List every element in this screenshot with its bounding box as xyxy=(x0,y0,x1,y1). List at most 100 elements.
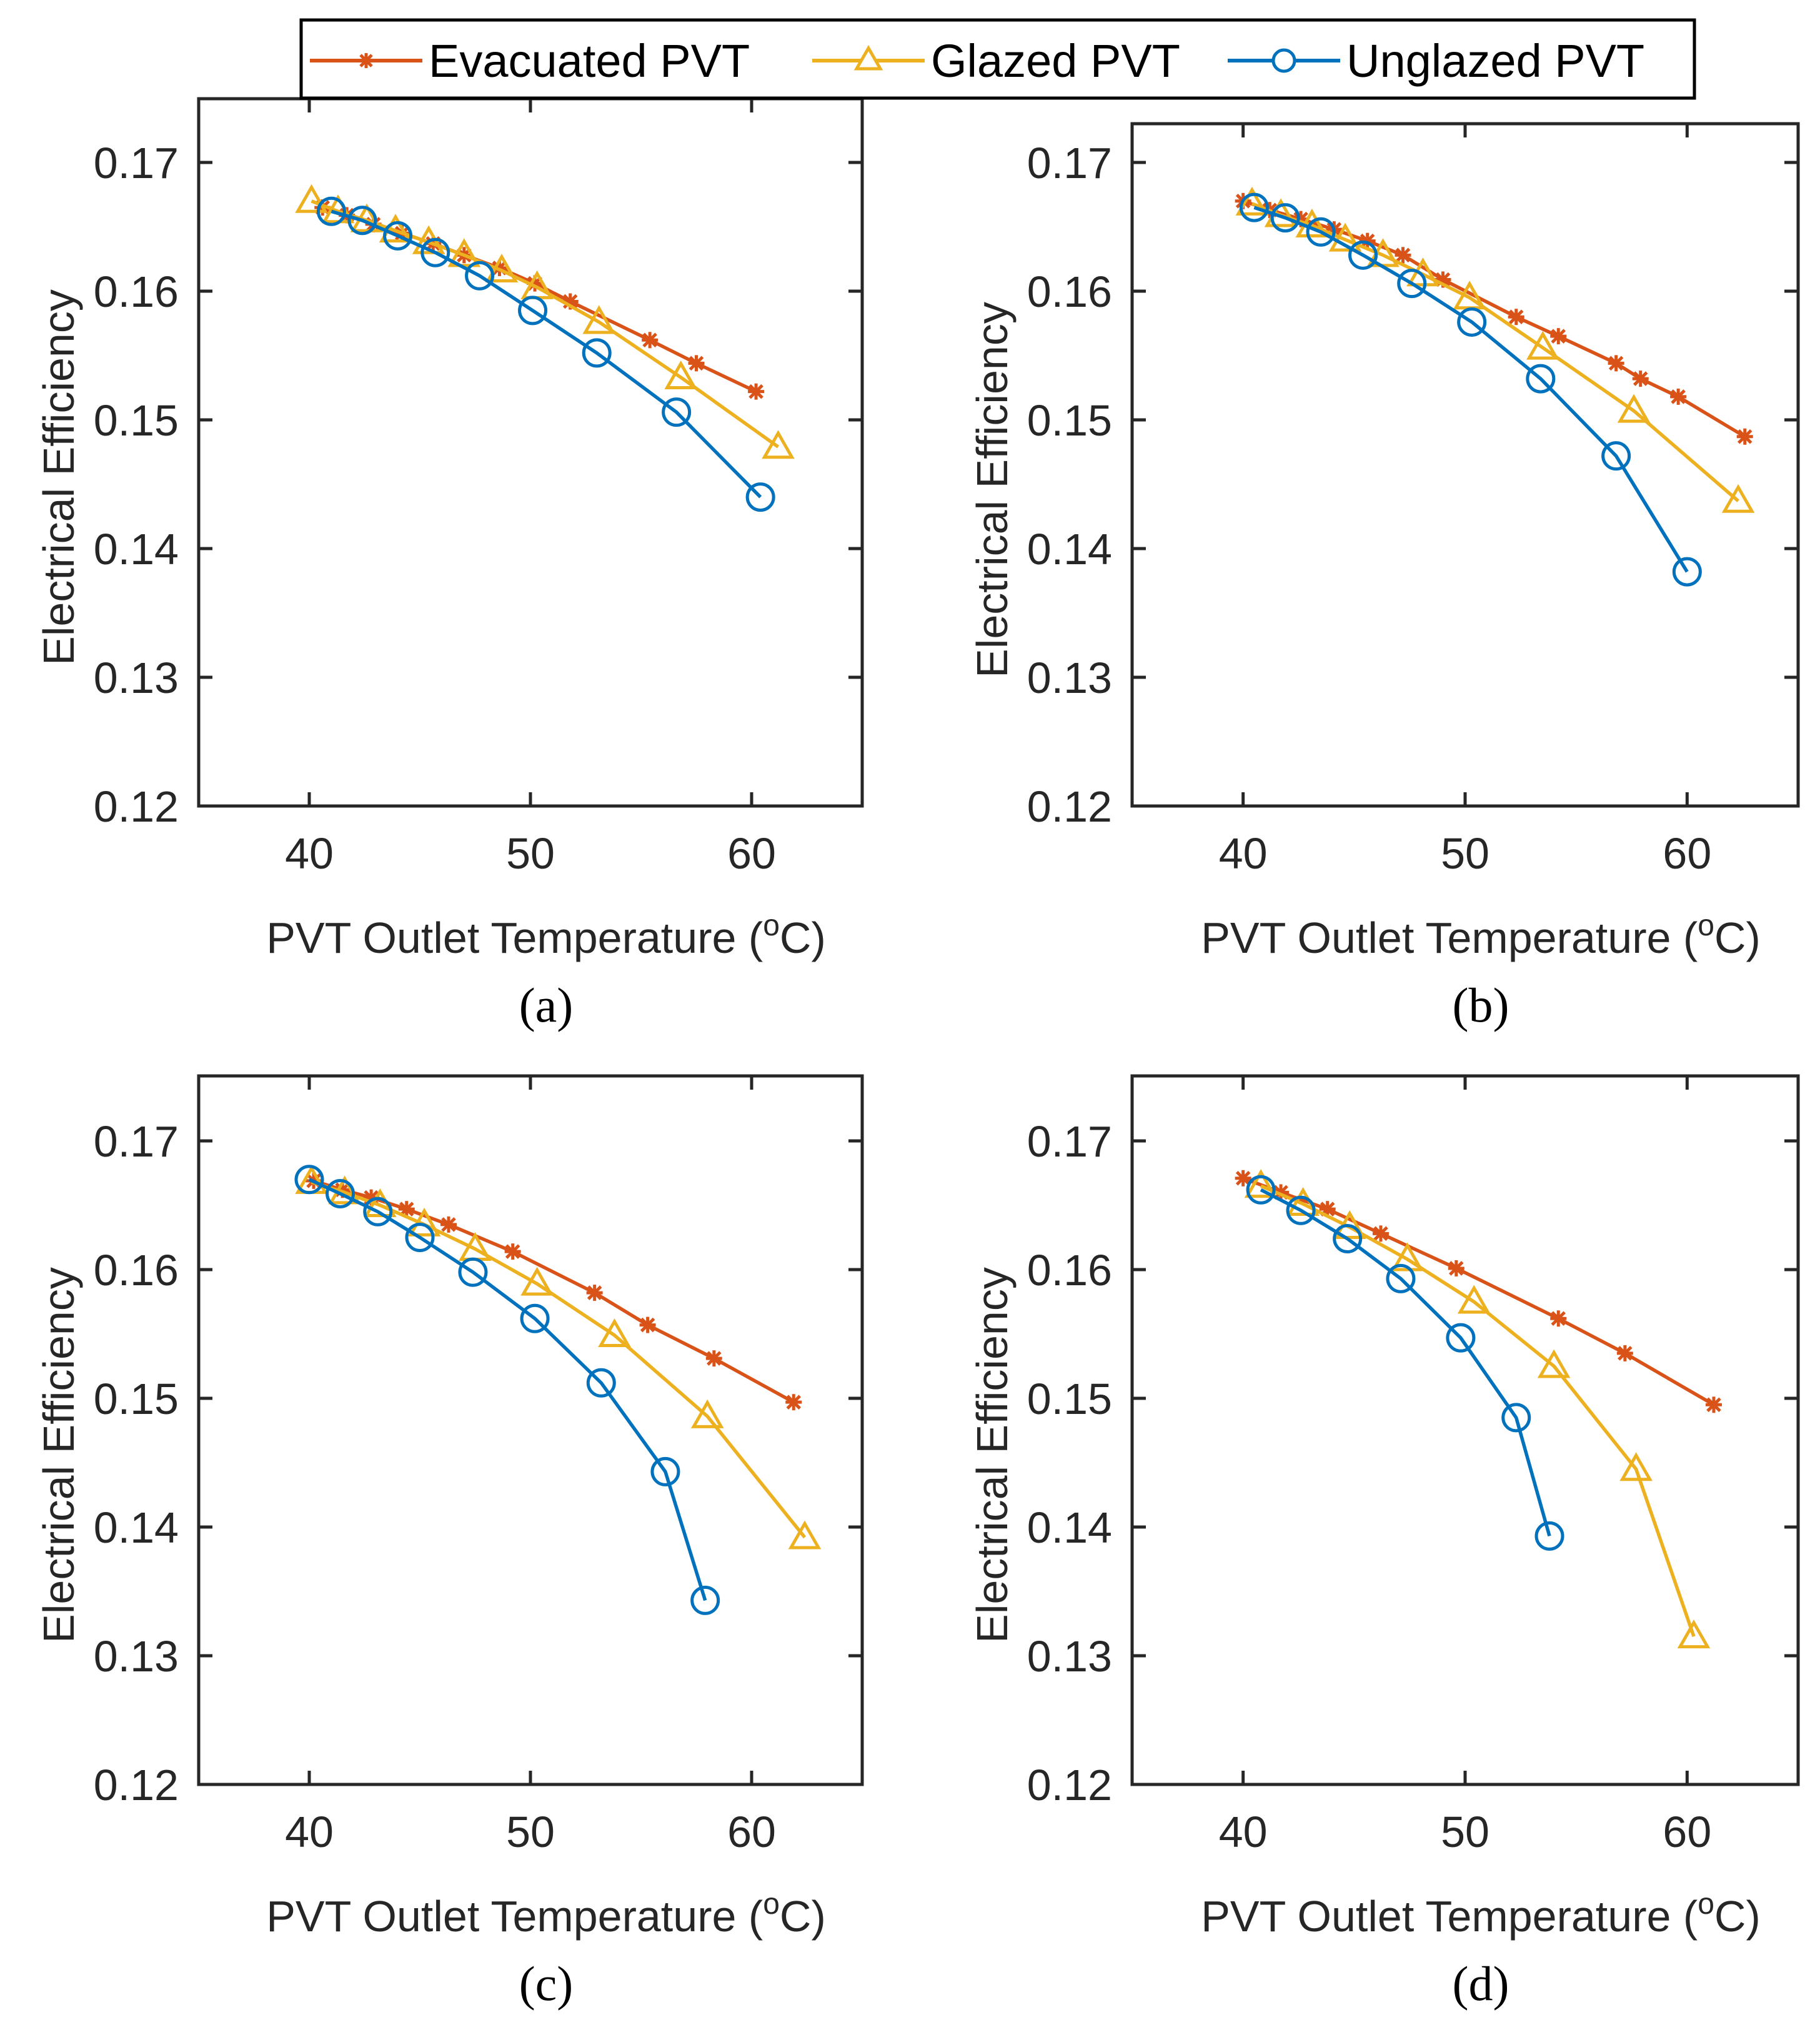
x-axis-label-text: PVT Outlet Temperature xyxy=(266,1892,736,1941)
data-point-stroke xyxy=(1608,356,1624,371)
legend-item-unglazed: Unglazed PVT xyxy=(1228,35,1644,87)
data-point xyxy=(1348,240,1378,270)
data-point-stroke xyxy=(587,1285,602,1300)
x-axis-unit-suffix: C) xyxy=(1714,1892,1761,1941)
data-point xyxy=(662,397,692,427)
data-point xyxy=(664,360,698,390)
y-tick-label: 0.13 xyxy=(1027,1632,1112,1681)
data-point xyxy=(447,238,481,267)
x-axis-unit-sup: o xyxy=(763,1888,780,1921)
x-axis-label-text: PVT Outlet Temperature xyxy=(1201,913,1671,962)
x-axis-label: PVT Outlet Temperature (oC) xyxy=(266,1888,826,1941)
series-line xyxy=(331,209,762,499)
x-axis-unit-prefix: ( xyxy=(748,913,763,962)
y-tick-label: 0.16 xyxy=(1027,1246,1112,1295)
data-point xyxy=(1508,309,1524,326)
series-line xyxy=(1242,1177,1715,1406)
y-tick-label: 0.12 xyxy=(1027,782,1112,831)
x-tick-label: 40 xyxy=(285,829,334,878)
data-point xyxy=(639,1316,656,1333)
data-point-stroke xyxy=(1737,429,1753,444)
data-point xyxy=(1501,1403,1531,1433)
y-axis-label: Electrical Efficiency xyxy=(968,1267,1017,1643)
x-axis-label: PVT Outlet Temperature (oC) xyxy=(1201,1888,1761,1941)
data-point xyxy=(582,305,616,334)
x-axis-unit-prefix: ( xyxy=(748,1892,763,1941)
data-point xyxy=(1672,557,1702,587)
data-point-stroke xyxy=(1633,371,1648,386)
data-point xyxy=(1526,331,1559,360)
y-axis-label: Electrical Efficiency xyxy=(34,1267,83,1643)
data-point xyxy=(295,184,328,213)
data-point-stroke xyxy=(1449,1261,1464,1276)
data-point-stroke xyxy=(1508,309,1524,324)
data-point xyxy=(586,1368,616,1398)
data-point xyxy=(785,1394,802,1411)
data-point-stroke xyxy=(1373,1226,1388,1241)
data-point xyxy=(405,1223,435,1252)
y-tick-label: 0.15 xyxy=(1027,396,1112,445)
y-tick-label: 0.12 xyxy=(94,1761,179,1809)
series-evacuated-pvt xyxy=(1235,192,1753,445)
y-tick-label: 0.15 xyxy=(94,396,179,445)
x-tick-label: 40 xyxy=(1219,829,1268,878)
data-point xyxy=(1333,1224,1363,1254)
x-axis-unit-suffix: C) xyxy=(780,1892,826,1941)
legend: Evacuated PVT Glazed PVT Unglazed PVT xyxy=(299,18,1696,100)
data-point xyxy=(1677,1620,1711,1649)
data-point xyxy=(586,1285,603,1301)
y-tick-label: 0.16 xyxy=(94,1246,179,1295)
legend-label-glazed: Glazed PVT xyxy=(931,35,1180,87)
legend-label-evacuated: Evacuated PVT xyxy=(429,35,750,87)
data-point xyxy=(440,1216,457,1233)
y-tick-label: 0.13 xyxy=(94,654,179,702)
panel-caption: (d) xyxy=(1453,1956,1509,2011)
data-point xyxy=(1328,222,1362,252)
x-tick-label: 50 xyxy=(1441,1808,1489,1856)
y-tick-label: 0.17 xyxy=(94,1117,179,1166)
series-line xyxy=(1251,202,1739,502)
panel-caption: (a) xyxy=(519,978,574,1032)
y-tick-label: 0.14 xyxy=(94,525,179,574)
data-point xyxy=(642,332,659,349)
x-axis-unit-sup: o xyxy=(763,909,780,942)
series-unglazed-pvt xyxy=(316,196,775,512)
data-point xyxy=(504,1243,521,1260)
x-tick-label: 60 xyxy=(1663,1808,1711,1856)
data-point xyxy=(1632,371,1649,387)
data-point xyxy=(1244,1169,1278,1198)
data-point xyxy=(762,430,795,459)
data-point xyxy=(1446,1323,1476,1353)
data-point xyxy=(1306,217,1336,247)
data-point xyxy=(650,1456,680,1486)
data-point xyxy=(1448,1260,1464,1276)
x-axis-label: PVT Outlet Temperature (oC) xyxy=(1201,909,1761,962)
data-point xyxy=(1457,1285,1491,1314)
data-point xyxy=(465,261,495,291)
series-line xyxy=(311,199,780,449)
data-point xyxy=(1406,257,1440,287)
x-tick-label: 60 xyxy=(1663,829,1711,878)
y-tick-label: 0.17 xyxy=(94,139,179,187)
data-point xyxy=(326,1178,356,1208)
legend-marker-unglazed xyxy=(1271,48,1296,73)
data-point xyxy=(1457,307,1487,337)
data-point xyxy=(518,296,548,326)
data-point-stroke xyxy=(748,384,763,399)
data-point xyxy=(1616,1345,1633,1361)
legend-marker-evacuated xyxy=(359,53,374,68)
series-glazed-pvt xyxy=(1235,186,1755,513)
y-axis-label: Electrical Efficiency xyxy=(968,302,1017,678)
data-point xyxy=(1617,394,1651,423)
legend-label-unglazed: Unglazed PVT xyxy=(1346,35,1644,87)
y-tick-label: 0.17 xyxy=(1027,139,1112,187)
data-point xyxy=(458,1257,488,1287)
chart-panels: 0.12 0.13 0.14 0.15 0.16 0.17 40 50 60 Electrical… xyxy=(34,97,1800,2011)
data-point xyxy=(1526,364,1556,394)
series-line xyxy=(308,1178,707,1601)
data-point-stroke xyxy=(1706,1397,1721,1413)
data-point xyxy=(420,237,450,267)
data-point xyxy=(1239,192,1269,222)
data-point-stroke xyxy=(1551,329,1566,344)
